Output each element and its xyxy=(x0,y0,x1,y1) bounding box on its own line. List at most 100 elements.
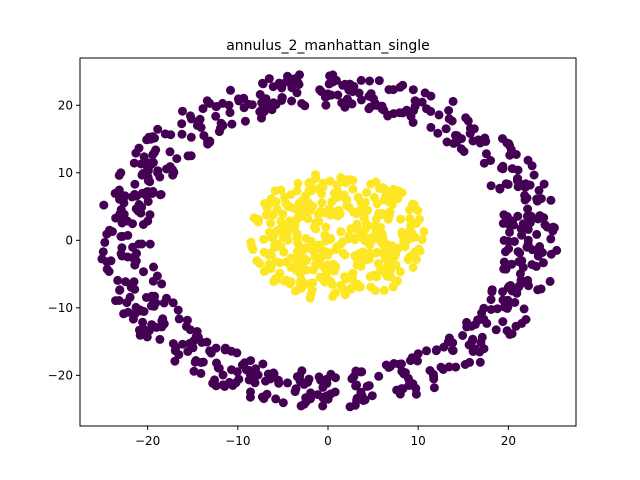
scatter-point xyxy=(505,329,515,339)
scatter-point xyxy=(317,198,327,208)
scatter-point xyxy=(523,275,533,285)
scatter-point xyxy=(417,235,427,244)
scatter-point xyxy=(172,154,182,164)
scatter-point xyxy=(283,71,292,81)
scatter-point xyxy=(283,202,293,212)
scatter-point xyxy=(121,277,130,287)
scatter-point xyxy=(486,305,496,314)
scatter-point xyxy=(137,239,147,249)
scatter-point xyxy=(340,79,350,89)
scatter-point xyxy=(232,367,242,377)
scatter-point xyxy=(470,319,480,329)
scatter-point xyxy=(292,186,302,196)
scatter-point xyxy=(141,293,151,302)
scatter-point xyxy=(261,210,271,220)
scatter-point xyxy=(185,338,195,348)
scatter-point xyxy=(241,365,251,375)
scatter-point xyxy=(332,186,342,195)
scatter-point xyxy=(324,248,334,258)
scatter-point xyxy=(107,227,117,237)
scatter-point xyxy=(198,104,208,114)
scatter-point xyxy=(281,275,291,285)
scatter-point xyxy=(346,224,356,234)
scatter-point xyxy=(240,116,250,126)
scatter-point xyxy=(233,94,243,104)
scatter-point xyxy=(525,180,535,190)
scatter-point xyxy=(261,94,271,104)
scatter-point xyxy=(145,210,155,220)
scatter-point xyxy=(503,283,513,293)
scatter-point xyxy=(533,214,543,224)
x-tick-label: 0 xyxy=(324,434,332,448)
scatter-point xyxy=(349,207,359,217)
scatter-point xyxy=(407,228,417,238)
scatter-point xyxy=(396,214,406,224)
scatter-point xyxy=(224,377,234,387)
scatter-point xyxy=(131,148,141,158)
scatter-point xyxy=(174,314,184,324)
scatter-point xyxy=(130,189,140,199)
scatter-point xyxy=(413,206,423,215)
scatter-point xyxy=(426,91,436,101)
scatter-point xyxy=(100,237,110,247)
scatter-point xyxy=(360,395,370,405)
scatter-point xyxy=(147,320,157,330)
scatter-point xyxy=(389,246,399,256)
scatter-point xyxy=(262,389,272,399)
scatter-point xyxy=(481,149,491,159)
scatter-point xyxy=(348,87,358,97)
scatter-point xyxy=(397,384,407,394)
scatter-point xyxy=(336,227,346,237)
scatter-point xyxy=(393,186,403,196)
scatter-point xyxy=(269,230,279,240)
scatter-point xyxy=(266,218,276,228)
scatter-point xyxy=(450,130,460,140)
chart-title: annulus_2_manhattan_single xyxy=(226,38,430,54)
scatter-point xyxy=(433,128,443,138)
scatter-point xyxy=(452,137,461,147)
scatter-point xyxy=(552,245,562,255)
scatter-point xyxy=(340,250,350,260)
scatter-point xyxy=(299,280,309,290)
scatter-point xyxy=(183,347,193,356)
scatter-point xyxy=(148,276,158,286)
scatter-point xyxy=(177,129,187,139)
scatter-point xyxy=(477,332,487,342)
scatter-point xyxy=(104,267,114,276)
scatter-point xyxy=(177,119,187,129)
scatter-point xyxy=(369,192,379,202)
scatter-point xyxy=(362,188,372,197)
scatter-point xyxy=(328,292,338,302)
scatter-point xyxy=(341,285,350,295)
scatter-point xyxy=(408,263,418,272)
scatter-point xyxy=(534,185,544,195)
scatter-point xyxy=(473,135,483,145)
scatter-point xyxy=(513,174,523,184)
scatter-point xyxy=(498,134,507,144)
scatter-point xyxy=(234,374,244,384)
scatter-point xyxy=(165,147,175,157)
scatter-point xyxy=(168,298,178,308)
y-tick-label: 0 xyxy=(65,233,73,247)
scatter-point xyxy=(291,286,300,296)
scatter-point xyxy=(153,124,163,134)
scatter-point xyxy=(266,263,276,273)
scatter-point xyxy=(287,96,297,106)
scatter-point xyxy=(294,198,304,208)
scatter-point xyxy=(190,357,200,367)
scatter-point xyxy=(155,334,165,344)
scatter-point xyxy=(465,129,475,139)
scatter-point xyxy=(533,251,543,261)
scatter-point xyxy=(273,375,283,385)
y-tick-label: −10 xyxy=(48,301,73,315)
scatter-point xyxy=(115,285,125,295)
scatter-point xyxy=(246,356,256,366)
scatter-point xyxy=(214,363,224,373)
scatter-point xyxy=(536,284,546,294)
scatter-point xyxy=(406,220,416,230)
scatter-point xyxy=(365,272,375,282)
scatter-point xyxy=(522,242,532,252)
scatter-point xyxy=(293,214,302,224)
scatter-point xyxy=(299,399,309,409)
scatter-point xyxy=(245,392,255,402)
